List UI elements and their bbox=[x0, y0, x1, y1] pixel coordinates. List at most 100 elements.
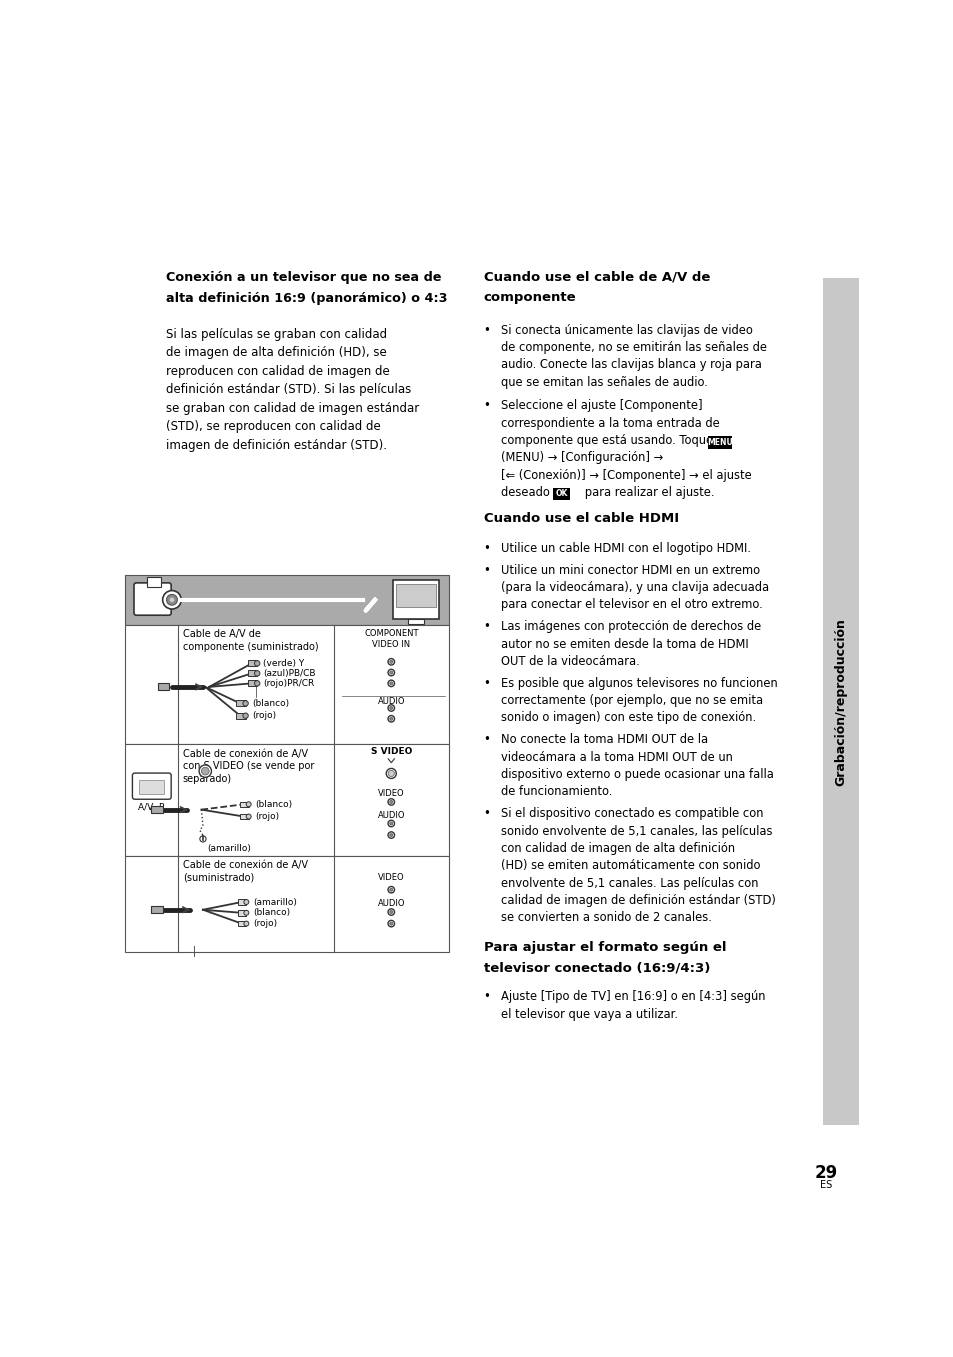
Bar bbox=[237, 911, 246, 916]
Circle shape bbox=[254, 681, 259, 687]
Circle shape bbox=[388, 909, 395, 915]
Bar bbox=[553, 489, 570, 499]
Circle shape bbox=[243, 712, 248, 718]
Text: con calidad de imagen de alta definición: con calidad de imagen de alta definición bbox=[500, 841, 734, 855]
Text: OUT de la videocámara.: OUT de la videocámara. bbox=[500, 655, 639, 668]
Circle shape bbox=[390, 822, 393, 825]
Text: (HD) se emiten automáticamente con sonido: (HD) se emiten automáticamente con sonid… bbox=[500, 859, 760, 873]
Circle shape bbox=[244, 921, 249, 925]
Circle shape bbox=[254, 661, 259, 666]
Text: COMPONENT
VIDEO IN: COMPONENT VIDEO IN bbox=[364, 630, 418, 649]
Text: AUDIO: AUDIO bbox=[377, 697, 405, 706]
Text: (STD), se reproducen con calidad de: (STD), se reproducen con calidad de bbox=[166, 421, 380, 433]
Circle shape bbox=[388, 886, 395, 893]
Text: •: • bbox=[483, 563, 490, 577]
Text: envolvente de 5,1 canales. Las películas con: envolvente de 5,1 canales. Las películas… bbox=[500, 877, 758, 890]
Text: OK: OK bbox=[555, 490, 567, 498]
Bar bbox=[240, 814, 249, 820]
Circle shape bbox=[244, 900, 249, 905]
Bar bbox=[237, 921, 246, 927]
Text: correctamente (por ejemplo, que no se emita: correctamente (por ejemplo, que no se em… bbox=[500, 695, 761, 707]
Text: Las imágenes con protección de derechos de: Las imágenes con protección de derechos … bbox=[500, 620, 760, 634]
Text: [⇐ (Conexión)] → [Componente] → el ajuste: [⇐ (Conexión)] → [Componente] → el ajust… bbox=[500, 468, 751, 482]
Text: televisor conectado (16:9/4:3): televisor conectado (16:9/4:3) bbox=[483, 962, 709, 974]
Text: 29: 29 bbox=[814, 1164, 837, 1182]
Bar bbox=[248, 680, 257, 687]
Bar bbox=[408, 619, 423, 624]
Circle shape bbox=[254, 670, 259, 676]
Text: Para ajustar el formato según el: Para ajustar el formato según el bbox=[483, 940, 725, 954]
Text: componente: componente bbox=[483, 292, 576, 304]
Text: (rojo): (rojo) bbox=[253, 919, 277, 928]
Circle shape bbox=[199, 836, 206, 841]
Circle shape bbox=[390, 672, 393, 674]
Circle shape bbox=[170, 597, 174, 603]
Text: definición estándar (STD). Si las películas: definición estándar (STD). Si las pelícu… bbox=[166, 383, 411, 396]
Text: se convierten a sonido de 2 canales.: se convierten a sonido de 2 canales. bbox=[500, 912, 711, 924]
Text: VIDEO: VIDEO bbox=[377, 873, 404, 882]
Circle shape bbox=[246, 802, 251, 806]
Bar bbox=[151, 906, 162, 913]
Text: •: • bbox=[483, 399, 490, 413]
Text: Si las películas se graban con calidad: Si las películas se graban con calidad bbox=[166, 327, 387, 341]
Bar bbox=[240, 802, 249, 807]
Text: (amarillo): (amarillo) bbox=[253, 897, 297, 906]
Text: Utilice un mini conector HDMI en un extremo: Utilice un mini conector HDMI en un extr… bbox=[500, 563, 759, 577]
Text: Conexión a un televisor que no sea de: Conexión a un televisor que no sea de bbox=[166, 270, 441, 284]
Text: Si conecta únicamente las clavijas de video: Si conecta únicamente las clavijas de vi… bbox=[500, 324, 752, 337]
Circle shape bbox=[246, 814, 251, 820]
Circle shape bbox=[388, 704, 395, 711]
Text: (rojo)PR/CR: (rojo)PR/CR bbox=[263, 678, 314, 688]
Circle shape bbox=[390, 921, 393, 925]
Text: autor no se emiten desde la toma de HDMI: autor no se emiten desde la toma de HDMI bbox=[500, 638, 747, 650]
Circle shape bbox=[390, 661, 393, 664]
Text: S VIDEO: S VIDEO bbox=[370, 748, 412, 756]
Bar bbox=[248, 670, 257, 676]
Text: ES: ES bbox=[819, 1179, 831, 1190]
Text: •: • bbox=[483, 807, 490, 821]
Bar bbox=[236, 712, 245, 719]
Text: (para la videocámara), y una clavija adecuada: (para la videocámara), y una clavija ade… bbox=[500, 581, 768, 594]
Text: que se emitan las señales de audio.: que se emitan las señales de audio. bbox=[500, 376, 707, 388]
Text: AUDIO: AUDIO bbox=[377, 811, 405, 820]
Bar bbox=[237, 900, 246, 905]
Text: sonido o imagen) con este tipo de conexión.: sonido o imagen) con este tipo de conexi… bbox=[500, 711, 755, 725]
Bar bbox=[707, 436, 731, 449]
Text: para conectar el televisor en el otro extremo.: para conectar el televisor en el otro ex… bbox=[500, 598, 761, 611]
Bar bbox=[822, 278, 858, 1125]
Text: •: • bbox=[483, 620, 490, 634]
Circle shape bbox=[388, 820, 395, 826]
Text: se graban con calidad de imagen estándar: se graban con calidad de imagen estándar bbox=[166, 402, 418, 414]
Text: componente que está usando. Toque: componente que está usando. Toque bbox=[500, 434, 712, 446]
Text: (MENU) → [Configuración] →: (MENU) → [Configuración] → bbox=[500, 452, 662, 464]
Bar bbox=[248, 661, 257, 666]
Text: MENU: MENU bbox=[706, 438, 732, 446]
Bar bbox=[158, 684, 169, 691]
Text: (rojo): (rojo) bbox=[252, 711, 275, 721]
Bar bbox=[236, 700, 245, 706]
Bar bbox=[125, 575, 448, 624]
Circle shape bbox=[162, 590, 181, 609]
Text: Si el dispositivo conectado es compatible con: Si el dispositivo conectado es compatibl… bbox=[500, 807, 762, 821]
Text: calidad de imagen de definición estándar (STD): calidad de imagen de definición estándar… bbox=[500, 894, 775, 906]
Text: •: • bbox=[483, 541, 490, 555]
Text: No conecte la toma HDMI OUT de la: No conecte la toma HDMI OUT de la bbox=[500, 733, 707, 746]
Circle shape bbox=[388, 771, 394, 776]
Bar bbox=[151, 806, 162, 813]
Text: (blanco): (blanco) bbox=[255, 799, 293, 809]
Circle shape bbox=[201, 767, 209, 775]
Text: Cuando use el cable de A/V de: Cuando use el cable de A/V de bbox=[483, 270, 709, 284]
Circle shape bbox=[388, 669, 395, 676]
Circle shape bbox=[390, 889, 393, 892]
Text: Utilice un cable HDMI con el logotipo HDMI.: Utilice un cable HDMI con el logotipo HD… bbox=[500, 541, 750, 555]
Text: (amarillo): (amarillo) bbox=[208, 844, 252, 854]
Text: (verde) Y: (verde) Y bbox=[263, 660, 304, 668]
Text: videocámara a la toma HDMI OUT de un: videocámara a la toma HDMI OUT de un bbox=[500, 750, 732, 764]
Text: VIDEO: VIDEO bbox=[377, 788, 404, 798]
Bar bbox=[125, 624, 448, 744]
Circle shape bbox=[243, 700, 248, 706]
Circle shape bbox=[388, 799, 395, 805]
Text: Ajuste [Tipo de TV] en [16:9] o en [4:3] según: Ajuste [Tipo de TV] en [16:9] o en [4:3]… bbox=[500, 991, 764, 1003]
Circle shape bbox=[388, 715, 395, 722]
Text: A/V  R: A/V R bbox=[138, 802, 165, 811]
